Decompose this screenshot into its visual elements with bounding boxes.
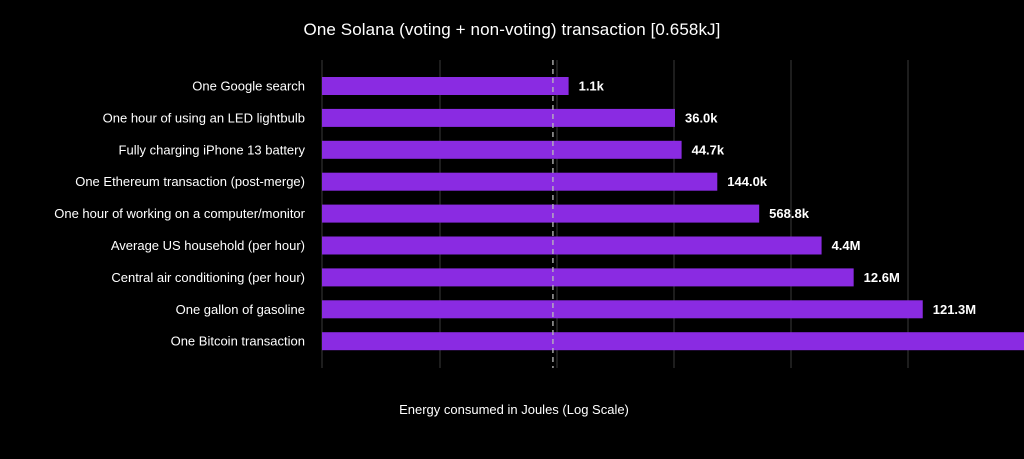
- value-label: 44.7k: [692, 142, 725, 157]
- category-label: One gallon of gasoline: [176, 302, 305, 317]
- category-label: One Bitcoin transaction: [171, 334, 305, 349]
- x-axis-title: Energy consumed in Joules (Log Scale): [399, 402, 629, 417]
- bar: [322, 236, 822, 255]
- bar: [322, 108, 675, 127]
- category-label: Fully charging iPhone 13 battery: [119, 142, 306, 157]
- category-label: Central air conditioning (per hour): [111, 270, 305, 285]
- category-label: One hour of working on a computer/monito…: [54, 206, 305, 221]
- value-label: 4.4M: [832, 238, 861, 253]
- bar: [322, 77, 569, 95]
- bar: [322, 268, 854, 287]
- bar: [322, 332, 1024, 351]
- value-label: 568.8k: [769, 206, 810, 221]
- value-label: 1.1k: [579, 79, 605, 94]
- category-label: Average US household (per hour): [111, 238, 305, 253]
- bar: [322, 300, 923, 319]
- bar: [322, 140, 682, 159]
- value-label: 36.0k: [685, 110, 718, 125]
- category-label: One Google search: [192, 79, 305, 94]
- value-label: 12.6M: [864, 270, 900, 285]
- value-label: 121.3M: [933, 302, 976, 317]
- chart-title: One Solana (voting + non-voting) transac…: [303, 20, 721, 39]
- category-label: One hour of using an LED lightbulb: [103, 110, 305, 125]
- category-label: One Ethereum transaction (post-merge): [75, 174, 305, 189]
- bar: [322, 172, 718, 191]
- bar: [322, 204, 760, 223]
- value-label: 144.0k: [727, 174, 768, 189]
